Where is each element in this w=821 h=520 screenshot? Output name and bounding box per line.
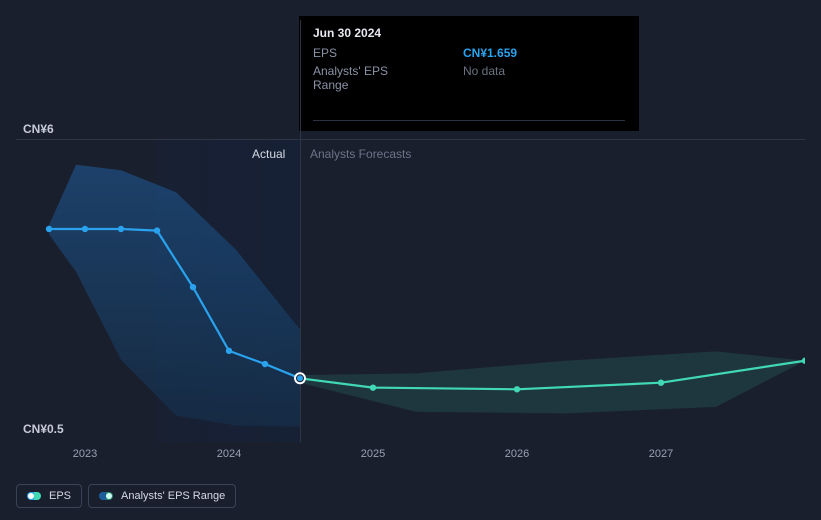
x-axis-tick: 2026 bbox=[505, 448, 529, 460]
legend-item[interactable]: Analysts' EPS Range bbox=[88, 484, 236, 508]
forecast-range-area bbox=[300, 351, 805, 413]
y-axis-max-label: CN¥6 bbox=[23, 122, 54, 136]
highlight-marker bbox=[295, 373, 305, 383]
x-axis-tick: 2025 bbox=[361, 448, 385, 460]
eps-chart[interactable] bbox=[16, 140, 805, 442]
tooltip-value: No data bbox=[463, 64, 505, 92]
legend-item[interactable]: EPS bbox=[16, 484, 82, 508]
tooltip-label: EPS bbox=[313, 46, 423, 60]
legend-swatch bbox=[99, 492, 113, 500]
chart-tooltip: Jun 30 2024 EPS CN¥1.659 Analysts' EPS R… bbox=[299, 16, 639, 131]
legend-swatch bbox=[27, 492, 41, 500]
x-axis-tick: 2024 bbox=[217, 448, 241, 460]
tooltip-date: Jun 30 2024 bbox=[313, 26, 625, 40]
legend-label: EPS bbox=[49, 490, 71, 502]
legend-label: Analysts' EPS Range bbox=[121, 490, 225, 502]
tooltip-value: CN¥1.659 bbox=[463, 46, 517, 60]
x-axis-tick: 2027 bbox=[649, 448, 673, 460]
x-axis-tick: 2023 bbox=[73, 448, 97, 460]
eps-range-area bbox=[49, 165, 300, 427]
tooltip-label: Analysts' EPS Range bbox=[313, 64, 423, 92]
tooltip-row-range: Analysts' EPS Range No data bbox=[313, 64, 625, 92]
tooltip-row-eps: EPS CN¥1.659 bbox=[313, 46, 625, 60]
chart-legend: EPS Analysts' EPS Range bbox=[16, 484, 236, 508]
